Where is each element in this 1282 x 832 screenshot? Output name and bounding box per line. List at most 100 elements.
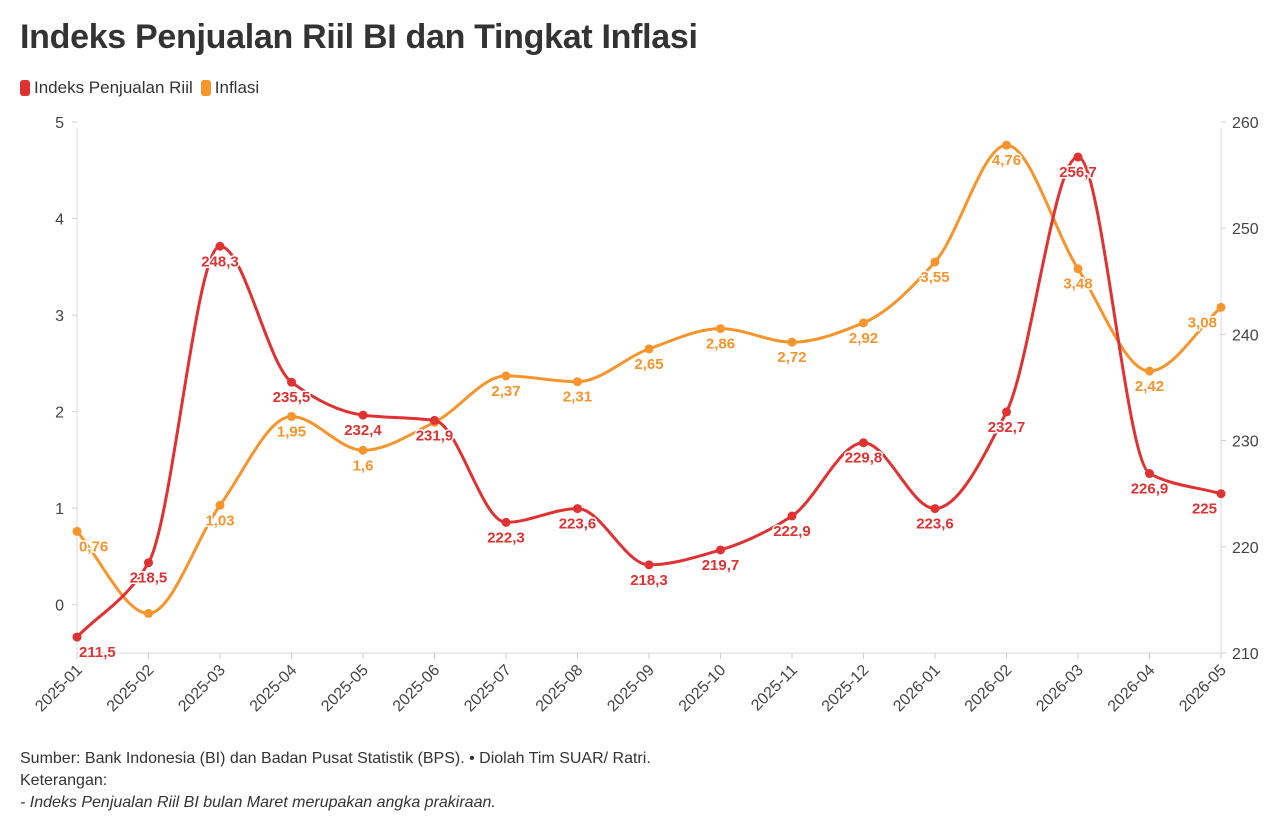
x-tick-label: 2025-10 bbox=[676, 662, 730, 716]
data-point-indeks bbox=[1145, 469, 1154, 479]
legend-item-indeks[interactable]: Indeks Penjualan Riil bbox=[20, 78, 193, 98]
y-left-tick-label: 2 bbox=[55, 405, 64, 422]
data-point-indeks bbox=[430, 415, 439, 425]
legend-label-inflasi: Inflasi bbox=[214, 78, 260, 97]
y-left-tick-label: 5 bbox=[55, 115, 64, 132]
data-point-inflasi bbox=[644, 344, 654, 354]
data-label-indeks: 248,3 bbox=[201, 253, 239, 270]
y-right-tick-label: 210 bbox=[1232, 646, 1259, 663]
footer: Sumber: Bank Indonesia (BI) dan Badan Pu… bbox=[20, 748, 651, 814]
legend-swatch-inflasi bbox=[200, 80, 211, 96]
data-label-indeks: 211,5 bbox=[79, 644, 116, 661]
data-label-inflasi: 1,95 bbox=[277, 423, 306, 440]
data-label-indeks: 229,8 bbox=[845, 450, 883, 467]
x-tick-label: 2026-01 bbox=[890, 662, 944, 716]
data-label-indeks: 226,9 bbox=[1131, 481, 1169, 498]
data-point-inflasi bbox=[1145, 366, 1154, 376]
data-point-indeks bbox=[787, 511, 797, 521]
x-tick-label: 2026-04 bbox=[1105, 662, 1159, 716]
data-point-indeks bbox=[501, 517, 511, 527]
y-right-tick-label: 260 bbox=[1232, 115, 1259, 132]
data-point-inflasi bbox=[501, 371, 511, 381]
series-line-inflasi bbox=[75, 143, 1223, 615]
data-point-indeks bbox=[144, 558, 153, 568]
legend-label-indeks: Indeks Penjualan Riil bbox=[34, 78, 193, 97]
data-label-inflasi: 2,31 bbox=[563, 389, 592, 406]
data-label-inflasi: 2,92 bbox=[849, 330, 878, 347]
data-point-indeks bbox=[573, 504, 582, 514]
line-chart: 0 1 2 3 4 5 210 220 230 240 250 260 2025-01 2025-02 20… bbox=[32, 115, 1259, 716]
y-right-tick-label: 240 bbox=[1232, 327, 1259, 344]
data-label-inflasi: 2,65 bbox=[634, 356, 663, 373]
data-point-indeks bbox=[1216, 489, 1226, 499]
legend-item-inflasi[interactable]: Inflasi bbox=[200, 78, 260, 98]
data-point-indeks bbox=[72, 632, 82, 642]
x-tick-label: 2025-03 bbox=[175, 662, 229, 716]
data-label-indeks: 232,7 bbox=[988, 419, 1026, 436]
data-label-indeks: 218,5 bbox=[130, 570, 168, 587]
x-tick-label: 2026-02 bbox=[962, 662, 1016, 716]
data-point-indeks bbox=[716, 545, 725, 555]
data-point-indeks bbox=[1073, 152, 1083, 162]
data-label-inflasi: 0,76 bbox=[79, 538, 108, 555]
x-tick-label: 2025-09 bbox=[604, 662, 658, 716]
data-point-indeks bbox=[644, 560, 654, 570]
data-label-indeks: 231,9 bbox=[416, 427, 454, 444]
data-point-inflasi bbox=[1002, 140, 1011, 150]
x-tick-label: 2026-05 bbox=[1176, 662, 1230, 716]
data-point-inflasi bbox=[144, 608, 153, 618]
source-text: Sumber: Bank Indonesia (BI) dan Badan Pu… bbox=[20, 750, 651, 767]
data-label-indeks: 225 bbox=[1192, 501, 1217, 518]
legend-swatch-indeks bbox=[20, 80, 30, 96]
data-label-indeks: 232,4 bbox=[344, 422, 382, 439]
y-right-tick-label: 230 bbox=[1232, 434, 1259, 451]
x-tick-label: 2025-01 bbox=[32, 662, 86, 716]
keterangan-label: Keterangan: bbox=[20, 772, 108, 789]
data-label-inflasi: 4,76 bbox=[992, 152, 1021, 169]
data-label-inflasi: 3,48 bbox=[1063, 276, 1092, 293]
data-point-inflasi bbox=[1073, 264, 1083, 274]
data-point-indeks bbox=[358, 410, 368, 420]
data-point-inflasi bbox=[72, 526, 82, 536]
data-point-indeks bbox=[215, 241, 225, 251]
data-label-indeks: 223,6 bbox=[916, 516, 954, 533]
data-label-indeks: 222,3 bbox=[487, 529, 525, 546]
x-tick-label: 2025-12 bbox=[819, 662, 873, 716]
y-right-tick-label: 250 bbox=[1232, 221, 1259, 238]
data-label-indeks: 223,6 bbox=[559, 516, 597, 533]
data-point-indeks bbox=[1002, 407, 1011, 417]
data-point-inflasi bbox=[930, 257, 940, 267]
data-label-indeks: 256,7 bbox=[1059, 164, 1097, 181]
data-label-inflasi: 2,42 bbox=[1135, 378, 1164, 395]
y-left-tick-label: 4 bbox=[55, 212, 64, 229]
data-point-indeks bbox=[859, 438, 868, 448]
data-point-indeks bbox=[287, 377, 296, 387]
data-point-inflasi bbox=[287, 411, 296, 421]
footnote: - Indeks Penjualan Riil BI bulan Maret m… bbox=[20, 794, 496, 811]
data-point-inflasi bbox=[358, 445, 368, 455]
y-left-tick-label: 1 bbox=[55, 501, 64, 518]
x-tick-label: 2025-02 bbox=[104, 662, 158, 716]
x-tick-label: 2025-07 bbox=[461, 662, 515, 716]
legend: Indeks Penjualan Riil Inflasi bbox=[20, 78, 259, 98]
y-left-tick-label: 0 bbox=[55, 598, 64, 615]
x-tick-label: 2025-06 bbox=[390, 662, 444, 716]
data-point-inflasi bbox=[716, 324, 725, 334]
x-tick-label: 2026-03 bbox=[1033, 662, 1087, 716]
data-point-inflasi bbox=[215, 500, 225, 510]
data-label-inflasi: 3,08 bbox=[1188, 314, 1217, 331]
y-right-tick-label: 220 bbox=[1232, 540, 1259, 557]
data-label-inflasi: 1,03 bbox=[205, 512, 234, 529]
data-label-inflasi: 3,55 bbox=[920, 269, 949, 286]
data-point-inflasi bbox=[573, 377, 582, 387]
data-label-indeks: 222,9 bbox=[773, 523, 811, 540]
y-left-tick-label: 3 bbox=[55, 308, 64, 325]
data-point-indeks bbox=[930, 504, 940, 514]
x-tick-label: 2025-05 bbox=[318, 662, 372, 716]
data-label-indeks: 218,3 bbox=[630, 572, 668, 589]
data-label-indeks: 219,7 bbox=[702, 557, 740, 574]
data-point-inflasi bbox=[859, 318, 868, 328]
data-point-inflasi bbox=[787, 337, 797, 347]
chart-title: Indeks Penjualan Riil BI dan Tingkat Inf… bbox=[20, 18, 698, 56]
x-tick-label: 2025-04 bbox=[247, 662, 301, 716]
